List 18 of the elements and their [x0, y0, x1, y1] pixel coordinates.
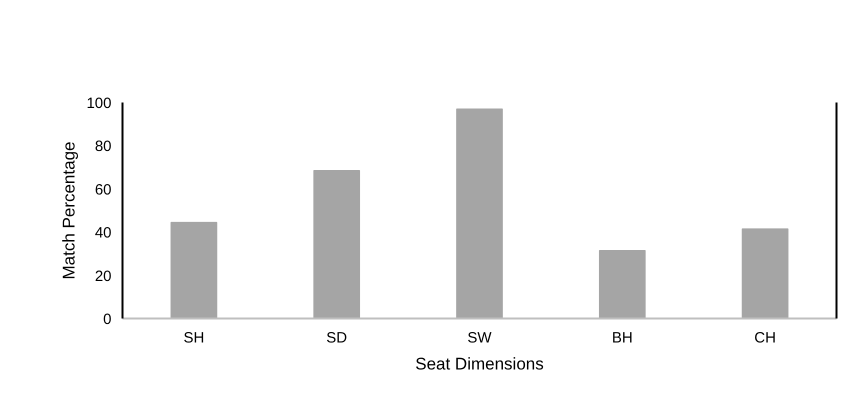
- y-tick-label: 0: [103, 311, 112, 328]
- bar: [456, 108, 503, 318]
- x-tick-label: BH: [612, 330, 633, 346]
- y-tick-label: 60: [94, 181, 112, 198]
- y-tick-label: 100: [86, 95, 112, 112]
- bar: [313, 170, 360, 318]
- x-axis-title: Seat Dimensions: [415, 354, 544, 374]
- x-tick-label: SH: [183, 330, 204, 346]
- y-axis-title: Match Percentage: [59, 142, 78, 280]
- bar: [170, 222, 218, 318]
- x-tick-label: SW: [467, 330, 492, 346]
- y-tick-label: 20: [94, 268, 112, 285]
- bar: [598, 250, 646, 318]
- x-tick-label: SD: [326, 330, 348, 346]
- y-tick-label: 80: [94, 138, 112, 156]
- y-tick-label: 40: [94, 224, 112, 242]
- x-tick-label: CH: [754, 330, 776, 346]
- bar: [742, 228, 788, 318]
